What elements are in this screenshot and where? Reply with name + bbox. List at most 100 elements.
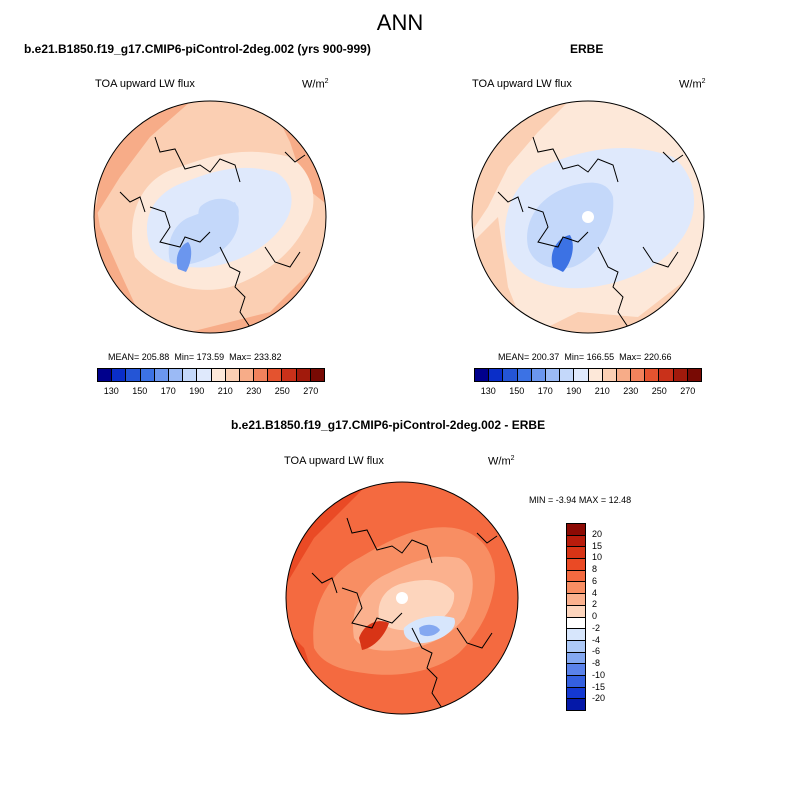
- colorbar-tick-label: 20: [592, 528, 603, 539]
- colorbar-tick-label: -2: [592, 622, 601, 633]
- colorbar-tick-label: 250: [274, 386, 290, 396]
- panel-2-title: ERBE: [570, 42, 604, 56]
- colorbar-tick-label: 0: [592, 611, 598, 621]
- panel-2-mean-value: 200.37: [531, 352, 560, 362]
- colorbar-swatch: [210, 369, 225, 381]
- colorbar-tick-label: 6: [592, 575, 598, 586]
- colorbar-tick-label: 170: [160, 386, 176, 396]
- panel-1-field-170-180: [176, 242, 192, 272]
- panel-1-mean-value: 205.88: [141, 352, 170, 362]
- panel-3-title: b.e21.B1850.f19_g17.CMIP6-piControl-2deg…: [231, 418, 546, 432]
- panel-3-stats: MIN = -3.94 MAX = 12.48: [529, 495, 632, 505]
- colorbar-tick-label: 270: [303, 386, 319, 396]
- colorbar-tick-label: 190: [189, 386, 205, 396]
- panel-3-min-value: -3.94: [555, 495, 577, 505]
- colorbar-swatch: [253, 369, 268, 381]
- colorbar-swatch: [516, 369, 531, 381]
- colorbar-swatch: [644, 369, 659, 381]
- panel-1-max-value: 233.82: [253, 352, 282, 362]
- colorbar-swatch: [559, 369, 574, 381]
- panel-3-variable-label: TOA upward LW flux: [284, 455, 384, 467]
- colorbar-swatch: [567, 674, 585, 687]
- colorbar-swatch: [295, 369, 310, 381]
- colorbar-swatch: [567, 534, 585, 547]
- colorbar-swatch: [98, 369, 112, 381]
- panel-2-max-value: 220.66: [643, 352, 672, 362]
- colorbar-tick-label: -6: [592, 646, 601, 657]
- colorbar-swatch: [630, 369, 645, 381]
- colorbar-swatch: [615, 369, 631, 381]
- colorbar-swatch: [196, 369, 211, 381]
- colorbar-swatch: [567, 569, 585, 582]
- colorbar-tick-label: 250: [651, 386, 667, 396]
- colorbar-swatch: [309, 369, 324, 381]
- colorbar-swatch: [567, 639, 585, 652]
- colorbar-swatch: [672, 369, 687, 381]
- colorbar-tick-label: 10: [592, 552, 603, 563]
- colorbar-swatch: [125, 369, 140, 381]
- panel-1-units-label: W/m2: [302, 78, 329, 91]
- colorbar-swatch: [567, 581, 585, 594]
- colorbar-swatch: [567, 663, 585, 675]
- panel-3-colorbar: [566, 523, 586, 711]
- colorbar-tick-label: 170: [537, 386, 553, 396]
- panel-1-map-border: [93, 100, 327, 334]
- colorbar-tick-label: 230: [623, 386, 639, 396]
- colorbar-swatch: [139, 369, 154, 381]
- panel-3-coastlines: [311, 517, 498, 709]
- colorbar-tick-label: 4: [592, 587, 598, 598]
- colorbar-tick-label: 2: [592, 599, 598, 610]
- colorbar-swatch: [567, 524, 585, 535]
- panel-1-colorbar: [97, 368, 325, 382]
- panel-1-min-value: 173.59: [196, 352, 225, 362]
- colorbar-swatch: [686, 369, 701, 381]
- panel-2-stats: MEAN= 200.37 Min= 166.55 Max= 220.66: [498, 352, 672, 362]
- colorbar-swatch: [567, 604, 585, 617]
- colorbar-tick-label: 150: [132, 386, 148, 396]
- panel-3-polar-map: [285, 481, 519, 715]
- panel-1-stats: MEAN= 205.88 Min= 173.59 Max= 233.82: [108, 352, 282, 362]
- colorbar-swatch: [567, 546, 585, 559]
- panel-1-polar-map: [93, 100, 327, 334]
- panel-2-colorbar: [474, 368, 702, 382]
- colorbar-tick-label: 15: [592, 540, 603, 551]
- colorbar-tick-label: -15: [592, 681, 606, 692]
- colorbar-tick-label: -4: [592, 634, 601, 645]
- panel-3-field-neg6-neg4: [419, 624, 440, 637]
- panel-2-units-label: W/m2: [679, 78, 706, 91]
- colorbar-swatch: [267, 369, 282, 381]
- panel-3-missing-pole: [396, 592, 408, 604]
- colorbar-tick-label: -10: [592, 669, 606, 680]
- colorbar-swatch: [567, 651, 585, 664]
- colorbar-tick-label: 150: [509, 386, 525, 396]
- colorbar-swatch: [573, 369, 588, 381]
- colorbar-tick-label: -8: [592, 658, 601, 668]
- colorbar-tick-label: 270: [680, 386, 696, 396]
- colorbar-swatch: [567, 698, 585, 710]
- colorbar-swatch: [530, 369, 545, 381]
- colorbar-swatch: [601, 369, 616, 381]
- colorbar-swatch: [567, 616, 585, 629]
- colorbar-swatch: [238, 369, 254, 381]
- colorbar-swatch: [567, 558, 585, 570]
- colorbar-swatch: [567, 686, 585, 699]
- page-title: ANN: [376, 10, 424, 35]
- panel-2-missing-pole: [582, 211, 594, 223]
- colorbar-swatch: [153, 369, 168, 381]
- colorbar-tick-label: 130: [103, 386, 119, 396]
- panel-2-min-value: 166.55: [586, 352, 615, 362]
- panel-3-max-value: 12.48: [608, 495, 632, 505]
- colorbar-swatch: [111, 369, 126, 381]
- colorbar-tick-label: 130: [480, 386, 496, 396]
- panel-3-field-10-15: [359, 621, 389, 650]
- panel-1-title: b.e21.B1850.f19_g17.CMIP6-piControl-2deg…: [24, 42, 371, 56]
- panel-3-units-label: W/m2: [488, 455, 515, 468]
- panel-1-coastlines: [119, 136, 306, 328]
- colorbar-tick-label: 210: [217, 386, 233, 396]
- colorbar-swatch: [658, 369, 673, 381]
- panel-1-colorbar-labels: 130 150 170 190 210 230 250 270: [97, 386, 325, 398]
- colorbar-swatch: [544, 369, 560, 381]
- panel-2-field-180-190: [527, 182, 614, 269]
- panel-2-polar-map: [471, 100, 705, 334]
- colorbar-swatch: [182, 369, 197, 381]
